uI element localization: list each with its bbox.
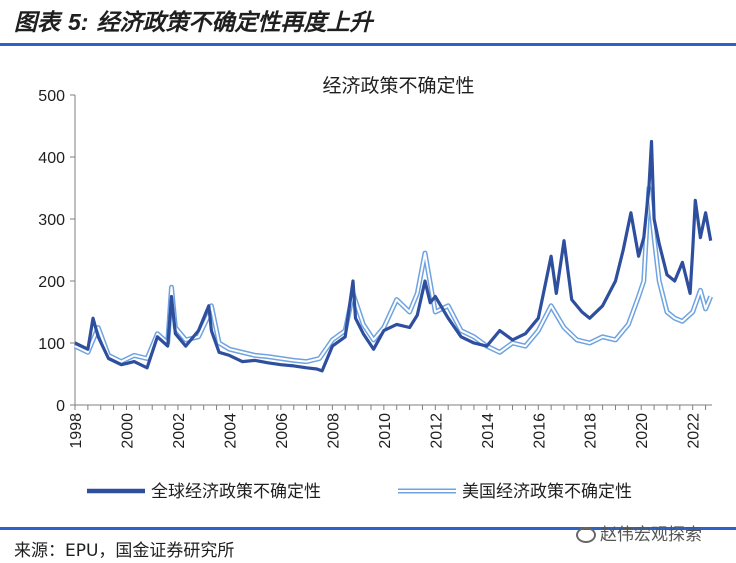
wechat-icon <box>576 527 596 543</box>
x-tick-label: 2014 <box>480 413 497 449</box>
x-tick-label: 2016 <box>531 413 548 449</box>
title-divider <box>0 43 736 46</box>
y-tick-label: 100 <box>38 336 65 353</box>
x-tick-label: 2022 <box>686 413 703 449</box>
series-line-us-inner <box>74 187 712 363</box>
x-tick-label: 2004 <box>222 413 239 449</box>
series-line-global <box>74 139 713 373</box>
chart-title: 经济政策不确定性 <box>322 75 474 97</box>
y-tick-label: 0 <box>56 398 65 415</box>
legend-label-us: 美国经济政策不确定性 <box>462 482 632 502</box>
y-tick-label: 500 <box>38 88 65 105</box>
x-tick-label: 2000 <box>119 413 136 449</box>
watermark-text: 赵伟宏观探索 <box>600 525 702 545</box>
figure-title-text: 经济政策不确定性再度上升 <box>96 10 373 36</box>
y-tick-label: 300 <box>38 212 65 229</box>
figure-title-number: 5: <box>68 9 89 35</box>
figure-title-prefix: 图表 <box>14 10 60 36</box>
x-tick-label: 2006 <box>274 413 291 449</box>
x-tick-label: 2008 <box>325 413 342 449</box>
x-tick-label: 1998 <box>68 413 85 449</box>
source-note: 来源：EPU，国金证券研究所 <box>14 541 235 561</box>
x-tick-label: 2010 <box>377 413 394 449</box>
y-tick-label: 400 <box>38 150 65 167</box>
legend-label-global: 全球经济政策不确定性 <box>151 482 321 502</box>
source-divider <box>0 527 736 530</box>
x-tick-label: 2012 <box>428 413 445 449</box>
figure-title: 图表 5: 经济政策不确定性再度上升 <box>14 5 372 39</box>
series-line-us-outline <box>73 185 714 365</box>
watermark: 赵伟宏观探索 <box>576 520 702 545</box>
y-tick-label: 200 <box>38 274 65 291</box>
x-tick-label: 2020 <box>634 413 651 449</box>
x-tick-label: 2002 <box>171 413 188 449</box>
x-tick-label: 2018 <box>583 413 600 449</box>
